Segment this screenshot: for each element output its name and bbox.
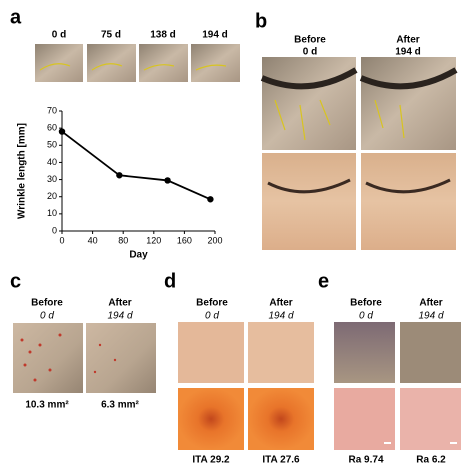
- value-label: ITA 27.6: [262, 455, 300, 466]
- value-label: ITA 29.2: [192, 455, 230, 466]
- after-label: After: [396, 35, 419, 46]
- value-label: 6.3 mm²: [101, 400, 139, 411]
- x-tick-label: 80: [118, 235, 128, 245]
- thumb-label: 138 d: [150, 30, 176, 41]
- day-label: 194 d: [268, 311, 293, 322]
- panel-label: b: [255, 10, 267, 32]
- day-label: 0 d: [303, 47, 317, 58]
- thumb-label: 75 d: [101, 30, 121, 41]
- y-tick-label: 30: [47, 174, 57, 184]
- panel-label: d: [164, 270, 176, 292]
- y-axis-title: Wrinkle length [mm]: [17, 123, 28, 219]
- day-label: 194 d: [107, 311, 132, 322]
- x-tick-label: 160: [177, 235, 192, 245]
- x-axis-title: Day: [129, 250, 148, 261]
- photos: [334, 322, 461, 450]
- panel-label: a: [10, 6, 22, 28]
- day-label: 0 d: [205, 311, 219, 322]
- after-label: After: [269, 298, 292, 309]
- day-label: 0 d: [40, 311, 54, 322]
- y-tick-label: 0: [52, 225, 57, 235]
- y-tick-label: 10: [47, 208, 57, 218]
- x-tick-label: 200: [207, 235, 222, 245]
- value-label: Ra 6.2: [416, 455, 446, 466]
- y-tick-label: 20: [47, 191, 57, 201]
- y-tick-label: 40: [47, 157, 57, 167]
- thumbnails: [35, 44, 240, 82]
- photos: [178, 322, 314, 450]
- day-label: 194 d: [418, 311, 443, 322]
- day-label: 194 d: [395, 47, 421, 58]
- data-point: [207, 196, 214, 203]
- after-label: After: [419, 298, 442, 309]
- y-tick-label: 60: [47, 123, 57, 133]
- thumb-label: 0 d: [52, 30, 66, 41]
- photos: [260, 57, 458, 250]
- data-point: [164, 177, 171, 184]
- data-line: [61, 130, 211, 201]
- panel-label: c: [10, 270, 21, 292]
- before-label: Before: [350, 298, 382, 309]
- line-chart: 0 10 20 30 40 50 60 70 0 40 80 120 160 200 Day Wrinkle …: [17, 105, 223, 260]
- panel-label: e: [318, 270, 329, 292]
- before-label: Before: [294, 35, 326, 46]
- x-tick-label: 120: [146, 235, 161, 245]
- after-label: After: [108, 298, 131, 309]
- data-point: [116, 172, 123, 179]
- photos: [13, 323, 156, 393]
- x-tick-label: 0: [59, 235, 64, 245]
- value-label: 10.3 mm²: [25, 400, 69, 411]
- y-tick-label: 70: [47, 105, 57, 115]
- data-point: [58, 128, 66, 135]
- y-tick-label: 50: [47, 140, 57, 150]
- day-label: 0 d: [359, 311, 373, 322]
- before-label: Before: [196, 298, 228, 309]
- thumb-label: 194 d: [202, 30, 228, 41]
- value-label: Ra 9.74: [348, 455, 383, 466]
- before-label: Before: [31, 298, 63, 309]
- x-tick-label: 40: [88, 235, 98, 245]
